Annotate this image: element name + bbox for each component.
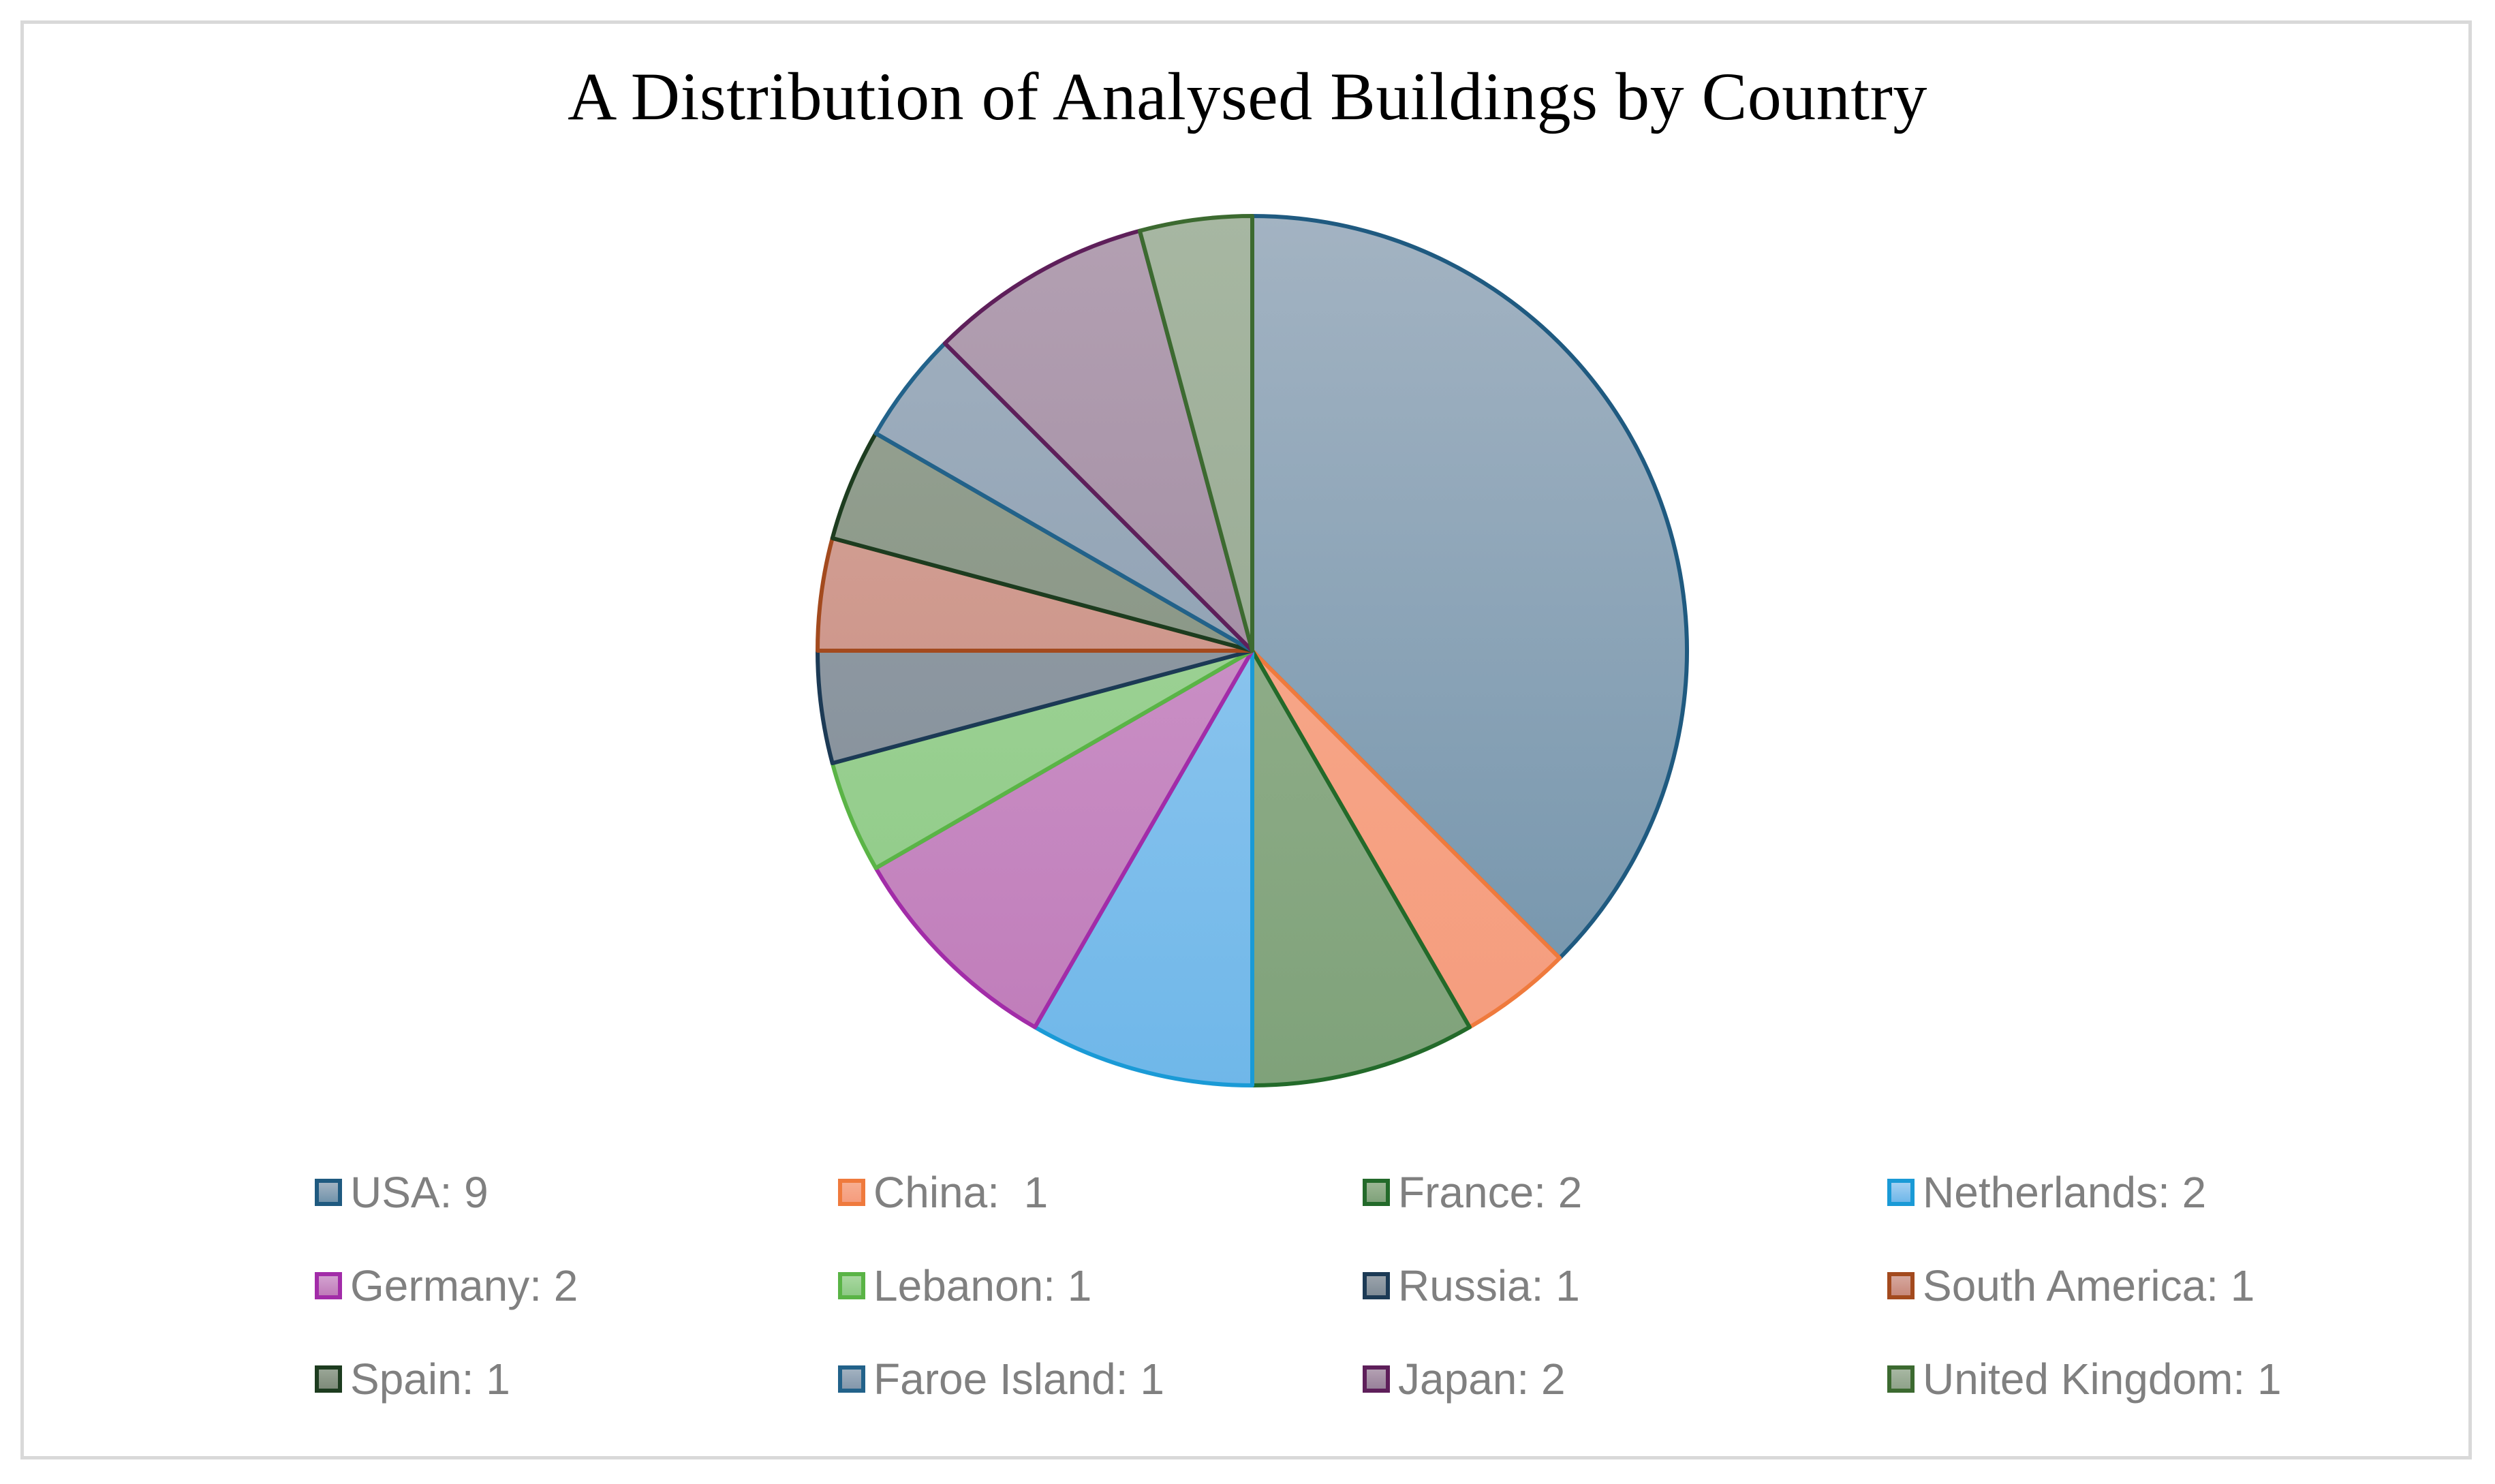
pie-slice-united-kingdom (1137, 214, 1254, 653)
legend-swatch (315, 1179, 342, 1206)
legend-label: France: 2 (1398, 1168, 1583, 1217)
legend-swatch (838, 1179, 865, 1206)
legend-label: China: 1 (873, 1168, 1049, 1217)
legend-label: Germany: 2 (350, 1261, 578, 1310)
legend-item-usa: USA: 9 (315, 1165, 489, 1220)
pie-slice-usa (1250, 214, 1689, 961)
legend-label: United Kingdom: 1 (1923, 1355, 2282, 1404)
pie-slice-netherlands (1033, 649, 1254, 1087)
legend-label: Russia: 1 (1398, 1261, 1580, 1310)
legend-item-germany: Germany: 2 (315, 1258, 578, 1313)
legend-label: Lebanon: 1 (873, 1261, 1092, 1310)
legend-label: Netherlands: 2 (1923, 1168, 2207, 1217)
legend-item-china: China: 1 (838, 1165, 1048, 1220)
legend-item-south-america: South America: 1 (1887, 1258, 2254, 1313)
legend-label: USA: 9 (350, 1168, 489, 1217)
legend-item-japan: Japan: 2 (1363, 1352, 1566, 1406)
legend-swatch (1363, 1365, 1390, 1393)
legend-swatch (315, 1272, 342, 1299)
legend-swatch (1363, 1272, 1390, 1299)
legend-swatch (315, 1365, 342, 1393)
chart-title: A Distribution of Analysed Buildings by … (568, 59, 1927, 134)
legend-swatch (1363, 1179, 1390, 1206)
legend-swatch (838, 1365, 865, 1393)
legend-item-united-kingdom: United Kingdom: 1 (1887, 1352, 2282, 1406)
legend-item-faroe-island: Faroe Island: 1 (838, 1352, 1164, 1406)
legend-label: Spain: 1 (350, 1355, 510, 1404)
legend-swatch (1887, 1272, 1915, 1299)
pie-slice-germany (873, 649, 1254, 1030)
pie-slice-japan (942, 228, 1254, 653)
legend-swatch (1887, 1365, 1915, 1393)
legend-item-spain: Spain: 1 (315, 1352, 510, 1406)
legend-item-netherlands: Netherlands: 2 (1887, 1165, 2206, 1220)
legend-swatch (838, 1272, 865, 1299)
legend-item-france: France: 2 (1363, 1165, 1582, 1220)
legend-swatch (1887, 1179, 1915, 1206)
legend-item-russia: Russia: 1 (1363, 1258, 1580, 1313)
legend-label: Faroe Island: 1 (873, 1355, 1164, 1404)
pie-slice-france (1250, 649, 1472, 1087)
legend-item-lebanon: Lebanon: 1 (838, 1258, 1091, 1313)
legend-label: Japan: 2 (1398, 1355, 1566, 1404)
legend-label: South America: 1 (1923, 1261, 2255, 1310)
